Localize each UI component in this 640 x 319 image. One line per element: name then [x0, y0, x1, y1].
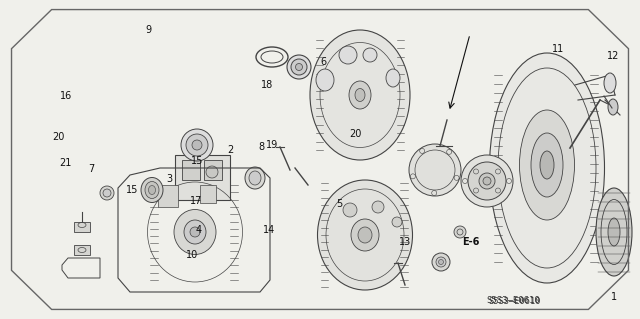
- Ellipse shape: [103, 189, 111, 197]
- Ellipse shape: [596, 188, 632, 276]
- Text: 2: 2: [227, 145, 234, 155]
- Ellipse shape: [409, 144, 461, 196]
- Text: 10: 10: [186, 250, 198, 260]
- Ellipse shape: [540, 151, 554, 179]
- Text: S5S3–E0610: S5S3–E0610: [488, 297, 541, 306]
- Text: 19: 19: [266, 140, 278, 150]
- Ellipse shape: [291, 59, 307, 75]
- Ellipse shape: [317, 180, 413, 290]
- Text: 13: 13: [399, 237, 412, 248]
- Text: 14: 14: [262, 225, 275, 235]
- Bar: [158, 185, 178, 207]
- Text: 7: 7: [88, 164, 94, 174]
- Ellipse shape: [184, 220, 206, 244]
- Ellipse shape: [432, 253, 450, 271]
- Ellipse shape: [351, 219, 379, 251]
- Text: 5: 5: [336, 199, 342, 209]
- Text: S5S3–E0610: S5S3–E0610: [486, 296, 540, 305]
- Bar: [182, 160, 200, 180]
- Ellipse shape: [608, 99, 618, 115]
- Ellipse shape: [438, 259, 444, 264]
- Ellipse shape: [490, 53, 605, 283]
- Text: 9: 9: [145, 25, 152, 35]
- Ellipse shape: [249, 171, 261, 185]
- Ellipse shape: [520, 110, 575, 220]
- Ellipse shape: [296, 63, 303, 70]
- Text: 15: 15: [191, 156, 204, 166]
- Text: 18: 18: [261, 79, 274, 90]
- Bar: [200, 185, 216, 203]
- Text: 4: 4: [195, 225, 202, 235]
- Ellipse shape: [454, 226, 466, 238]
- Ellipse shape: [174, 210, 216, 255]
- Ellipse shape: [436, 257, 446, 267]
- Ellipse shape: [316, 69, 334, 91]
- Ellipse shape: [372, 201, 384, 213]
- Text: 3: 3: [166, 174, 173, 184]
- Ellipse shape: [386, 69, 400, 87]
- Ellipse shape: [608, 218, 620, 246]
- Bar: [74, 222, 90, 232]
- Ellipse shape: [145, 182, 159, 198]
- Text: 17: 17: [190, 196, 203, 206]
- Ellipse shape: [531, 133, 563, 197]
- Text: 21: 21: [60, 158, 72, 168]
- Ellipse shape: [343, 203, 357, 217]
- Ellipse shape: [604, 73, 616, 93]
- Ellipse shape: [181, 129, 213, 161]
- Ellipse shape: [100, 186, 114, 200]
- Ellipse shape: [287, 55, 311, 79]
- Ellipse shape: [358, 227, 372, 243]
- Ellipse shape: [468, 162, 506, 200]
- Ellipse shape: [186, 134, 208, 156]
- Text: 16: 16: [60, 91, 72, 101]
- Bar: [74, 245, 90, 255]
- Ellipse shape: [483, 177, 491, 185]
- Ellipse shape: [461, 155, 513, 207]
- Text: E-6: E-6: [461, 237, 479, 248]
- Ellipse shape: [192, 140, 202, 150]
- Ellipse shape: [141, 177, 163, 203]
- Text: 15: 15: [126, 185, 139, 195]
- Text: 8: 8: [258, 142, 264, 152]
- Text: 11: 11: [552, 44, 564, 55]
- Ellipse shape: [310, 30, 410, 160]
- Ellipse shape: [355, 88, 365, 101]
- Ellipse shape: [206, 166, 218, 178]
- Text: 20: 20: [52, 132, 65, 142]
- Text: 12: 12: [607, 51, 620, 61]
- Ellipse shape: [349, 81, 371, 109]
- Ellipse shape: [392, 217, 402, 227]
- Ellipse shape: [148, 186, 156, 195]
- Ellipse shape: [339, 46, 357, 64]
- Ellipse shape: [363, 48, 377, 62]
- Ellipse shape: [245, 167, 265, 189]
- Bar: [204, 160, 222, 180]
- Bar: [175, 155, 230, 200]
- Text: 1: 1: [611, 292, 618, 302]
- Ellipse shape: [479, 173, 495, 189]
- Text: 20: 20: [349, 129, 362, 139]
- Ellipse shape: [190, 227, 200, 237]
- Text: 6: 6: [320, 57, 326, 67]
